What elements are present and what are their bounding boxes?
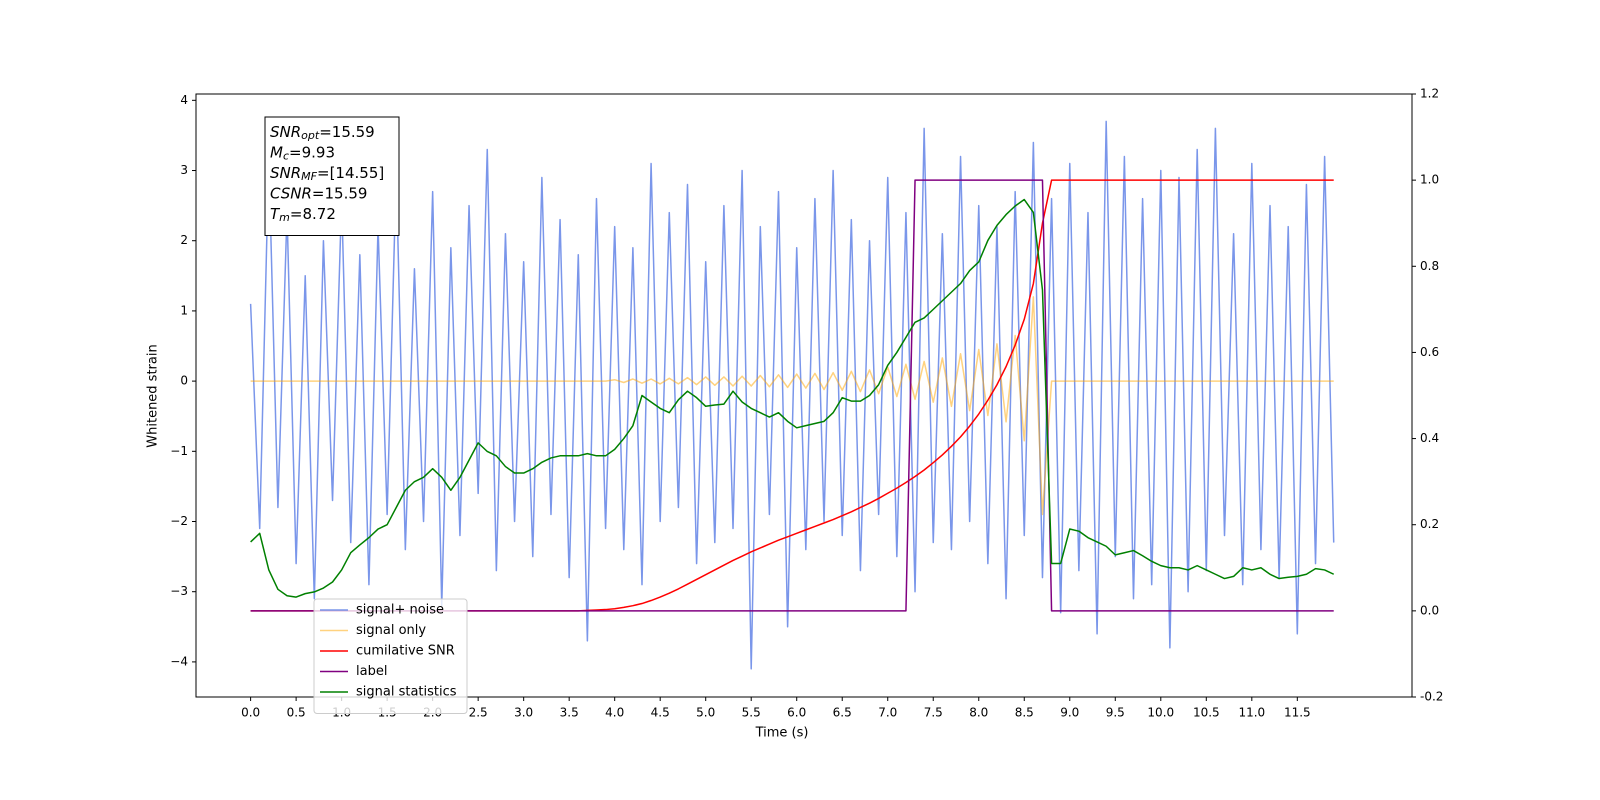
x-axis-label: Time (s) <box>755 726 809 741</box>
x-tick-label: 5.5 <box>742 706 761 720</box>
y-axis-label: Whitened strain <box>146 344 161 447</box>
x-tick-label: 11.5 <box>1284 706 1311 720</box>
annotation-text: =[14.55] <box>317 164 384 182</box>
x-tick-label: 8.0 <box>969 706 988 720</box>
series-line <box>250 198 1335 598</box>
x-tick-label: 9.5 <box>1106 706 1125 720</box>
x-tick-label: 9.0 <box>1060 706 1079 720</box>
x-tick-label: 10.0 <box>1147 706 1174 720</box>
annotation-sub: c <box>283 150 289 163</box>
y2-tick-label: -0.2 <box>1420 690 1443 704</box>
annotation-sub: m <box>279 211 290 224</box>
x-tick-label: 3.0 <box>514 706 533 720</box>
y-tick-label: −3 <box>170 584 188 598</box>
annotation-name: SNR <box>270 164 301 182</box>
y2-tick-label: 1.0 <box>1420 173 1439 187</box>
annotation-text: =9.93 <box>289 143 335 161</box>
annotation-line: CSNR=15.59 <box>270 184 367 202</box>
y-tick-label: −1 <box>170 444 188 458</box>
y2-tick-label: 0.8 <box>1420 259 1439 273</box>
annotation-sub: MF <box>301 170 317 183</box>
x-tick-label: 5.0 <box>696 706 715 720</box>
legend-label: signal statistics <box>356 685 457 700</box>
x-tick-label: 7.5 <box>924 706 943 720</box>
annotation-text: =15.59 <box>312 184 368 202</box>
plot-frame <box>195 93 1413 698</box>
y2-tick-label: 1.2 <box>1420 87 1439 101</box>
x-tick-label: 7.0 <box>878 706 897 720</box>
series-line <box>250 296 1334 516</box>
x-tick-label: 0.5 <box>287 706 306 720</box>
y2-tick-label: 0.6 <box>1420 345 1439 359</box>
y-tick-label: 2 <box>180 233 188 247</box>
annotation-line: Mc=9.93 <box>270 143 335 163</box>
y-tick-label: 3 <box>180 163 188 177</box>
legend-box <box>313 598 468 714</box>
x-tick-label: 4.5 <box>651 706 670 720</box>
x-tick-label: 3.5 <box>560 706 579 720</box>
x-tick-label: 2.5 <box>469 706 488 720</box>
annotation-sub: opt <box>301 129 320 142</box>
legend-label: signal only <box>356 623 426 638</box>
annotation-name: M <box>270 143 283 161</box>
x-tick-label: 0.0 <box>241 706 260 720</box>
legend-label: signal+ noise <box>356 603 444 618</box>
x-tick-label: 4.0 <box>605 706 624 720</box>
annotation-box <box>264 116 400 236</box>
legend-label: cumilative SNR <box>356 644 455 659</box>
x-tick-label: 6.5 <box>833 706 852 720</box>
annotation-text: =15.59 <box>319 123 375 141</box>
y2-tick-label: 0.2 <box>1420 517 1439 531</box>
annotation-line: Tm=8.72 <box>270 205 336 225</box>
y-tick-label: −4 <box>170 654 188 668</box>
x-tick-label: 6.0 <box>787 706 806 720</box>
annotation-line: SNRMF=[14.55] <box>270 164 384 184</box>
y-tick-label: 4 <box>180 93 188 107</box>
annotation-name: T <box>270 205 281 223</box>
annotation-line: SNRopt=15.59 <box>270 123 375 143</box>
legend-label: label <box>356 664 387 679</box>
x-tick-label: 8.5 <box>1015 706 1034 720</box>
y-tick-label: 0 <box>180 374 188 388</box>
annotation-name: CSNR <box>270 184 312 202</box>
annotation-name: SNR <box>270 123 301 141</box>
annotation-text: =8.72 <box>290 205 336 223</box>
series-line <box>249 120 1335 670</box>
y-tick-label: −2 <box>170 514 188 528</box>
y2-tick-label: 0.4 <box>1420 431 1439 445</box>
x-tick-label: 10.5 <box>1193 706 1220 720</box>
y-tick-label: 1 <box>180 303 188 317</box>
y2-tick-label: 0.0 <box>1420 603 1439 617</box>
x-tick-label: 11.0 <box>1238 706 1265 720</box>
